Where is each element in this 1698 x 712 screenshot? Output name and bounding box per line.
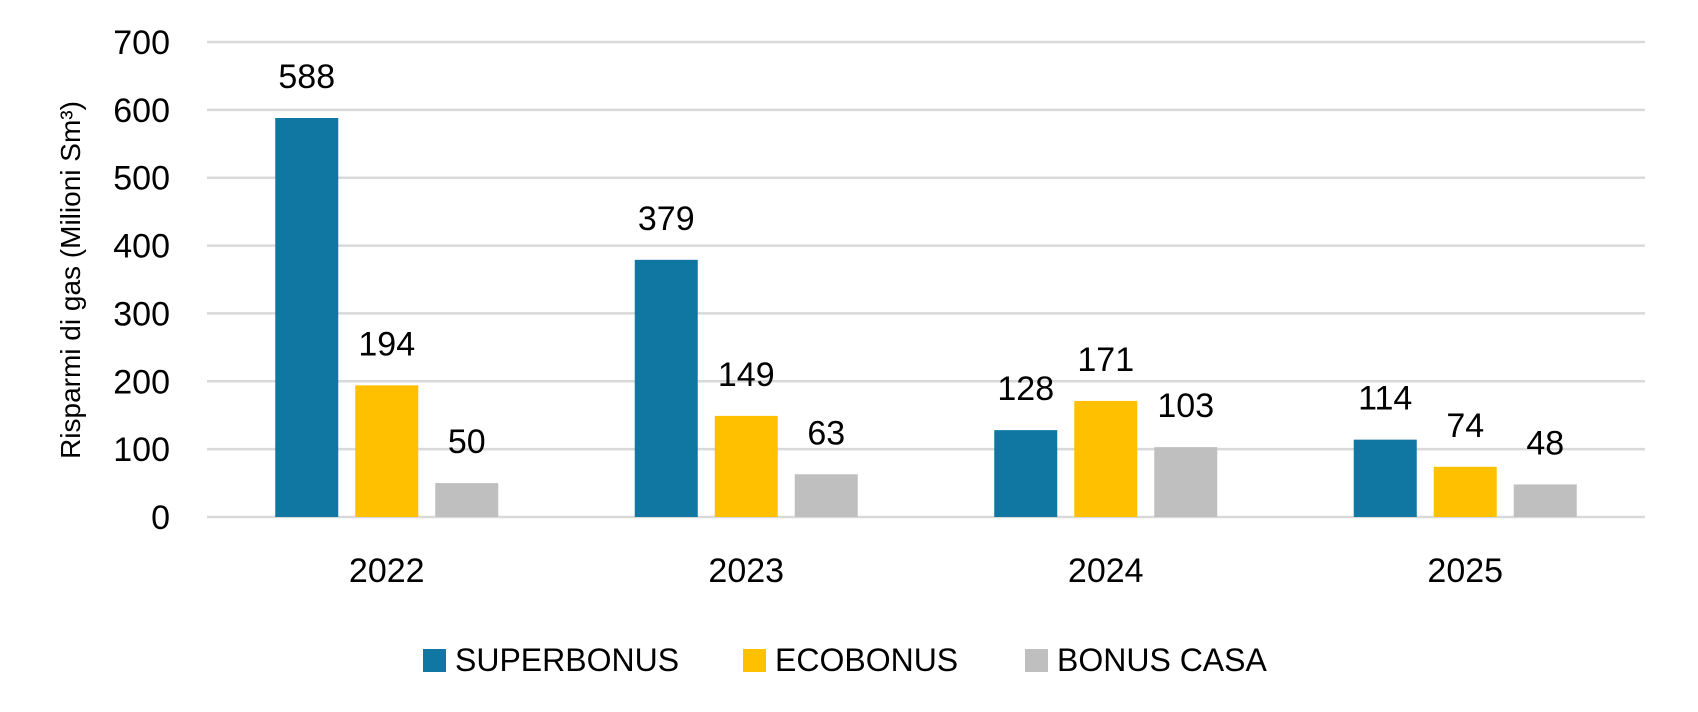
bar-superbonus-2022 [275, 118, 339, 517]
legend-label: SUPERBONUS [455, 642, 679, 678]
x-category-label: 2024 [1068, 552, 1144, 590]
y-tick-label: 0 [151, 499, 170, 537]
y-axis-ticks: 0 100 200 300 400 500 600 700 [113, 24, 170, 537]
data-label: 48 [1526, 424, 1564, 462]
x-category-label: 2025 [1427, 552, 1503, 590]
data-label: 194 [358, 325, 415, 363]
gridlines [207, 40, 1645, 519]
data-label: 74 [1446, 407, 1484, 445]
data-labels: 588 194 50 379 149 63 128 171 103 114 74 48 [278, 58, 1564, 462]
legend-swatch [743, 649, 766, 672]
bar-ecobonus-2025 [1433, 466, 1497, 517]
bar-bonus-casa-2024 [1154, 447, 1218, 517]
bar-superbonus-2024 [994, 430, 1058, 517]
bar-ecobonus-2024 [1074, 400, 1138, 517]
data-label: 50 [448, 423, 486, 461]
y-tick-label: 200 [113, 363, 170, 401]
bars [275, 118, 1577, 517]
y-axis-label: Risparmi di gas (Milioni Sm³) [55, 101, 86, 459]
bar-bonus-casa-2022 [435, 483, 499, 517]
y-tick-label: 700 [113, 24, 170, 62]
y-tick-label: 600 [113, 92, 170, 130]
data-label: 114 [1358, 380, 1412, 418]
data-label: 379 [638, 200, 695, 238]
legend-label: BONUS CASA [1057, 642, 1267, 678]
legend: SUPERBONUS ECOBONUS BONUS CASA [423, 642, 1267, 678]
legend-swatch [1025, 649, 1048, 672]
y-tick-label: 100 [113, 431, 170, 469]
data-label: 128 [997, 370, 1054, 408]
y-tick-label: 300 [113, 295, 170, 333]
data-label: 63 [807, 414, 845, 452]
bar-superbonus-2025 [1353, 439, 1417, 517]
bar-bonus-casa-2025 [1513, 484, 1577, 517]
y-tick-label: 400 [113, 228, 170, 266]
bar-ecobonus-2023 [714, 415, 778, 517]
data-label: 171 [1077, 341, 1134, 379]
bar-bonus-casa-2023 [794, 474, 858, 517]
data-label: 588 [278, 58, 335, 96]
legend-label: ECOBONUS [775, 642, 958, 678]
bar-superbonus-2023 [634, 259, 698, 517]
data-label: 103 [1157, 387, 1214, 425]
data-label: 149 [718, 356, 775, 394]
y-tick-label: 500 [113, 160, 170, 198]
legend-swatch [423, 649, 446, 672]
x-category-label: 2023 [708, 552, 784, 590]
category-labels: 2022 2023 2024 2025 [349, 552, 1503, 590]
x-category-label: 2022 [349, 552, 425, 590]
bar-ecobonus-2022 [355, 385, 419, 517]
